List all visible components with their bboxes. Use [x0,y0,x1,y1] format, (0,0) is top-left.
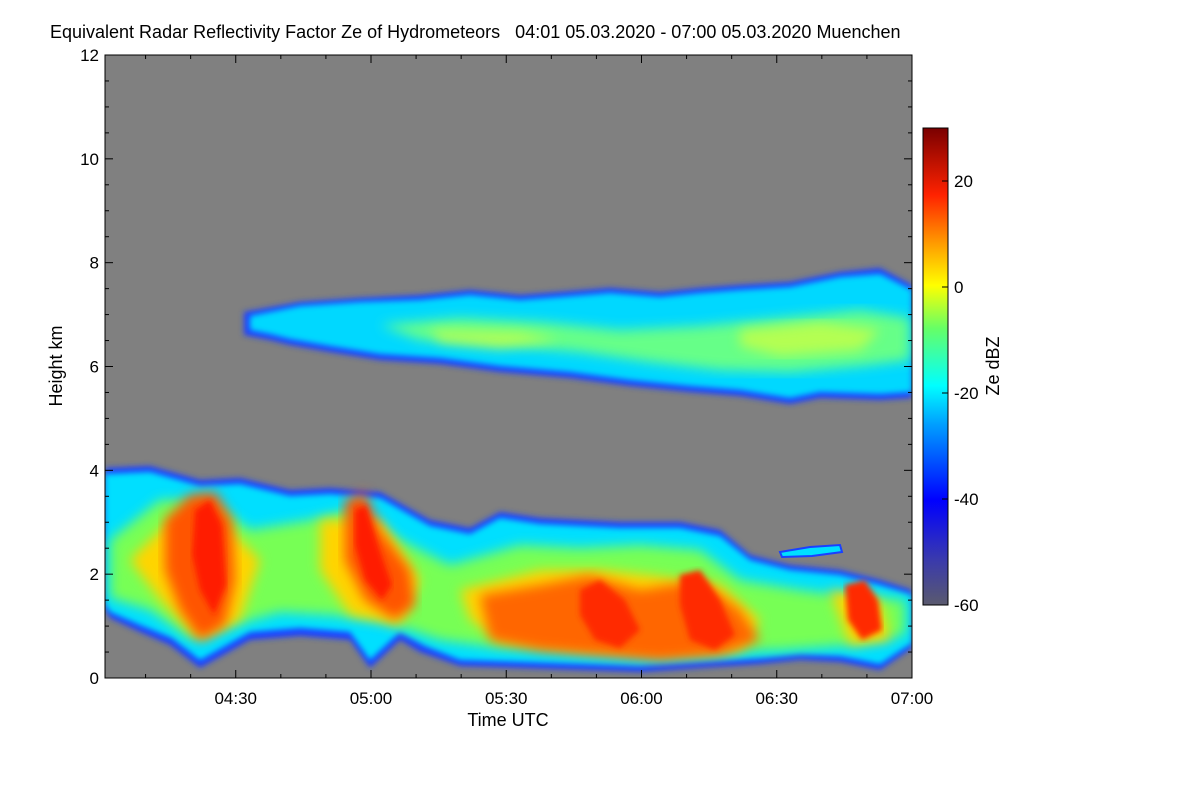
x-tick-label: 04:30 [214,689,257,708]
colorbar [922,127,949,606]
y-tick-label: 12 [80,46,99,65]
core-0430-red [192,500,226,615]
x-tick-label: 05:00 [350,689,393,708]
colorbar-ticks: -60 -40 -20 0 20 [942,172,979,615]
colorbar-tick-label: 0 [954,278,963,297]
y-tick-label: 10 [80,150,99,169]
x-tick-label: 06:00 [620,689,663,708]
upper-layer-core [380,310,910,372]
chart-title: Equivalent Radar Reflectivity Factor Ze … [50,22,901,42]
y-tick-label: 8 [90,254,99,273]
colorbar-tick-label: 20 [954,172,973,191]
reflectivity-field [105,268,912,672]
y-tick-label: 2 [90,565,99,584]
x-axis: 04:30 05:00 05:30 06:00 06:30 07:00 [145,55,934,708]
y-axis: 0 2 4 6 8 10 12 [80,46,912,688]
y-axis-label: Height km [46,325,66,406]
colorbar-tick-label: -40 [954,490,979,509]
x-tick-label: 07:00 [891,689,934,708]
colorbar-tick-label: -20 [954,384,979,403]
x-tick-label: 05:30 [485,689,528,708]
colorbar-tick-label: -60 [954,596,979,615]
y-tick-label: 4 [90,461,99,480]
upper-layer-yellow [430,322,880,356]
core-0600-red [580,570,735,650]
core-0500-red [355,505,392,600]
detached-echo [778,543,844,559]
y-tick-label: 6 [90,358,99,377]
y-tick-label: 0 [90,669,99,688]
x-tick-label: 06:30 [755,689,798,708]
core-0650 [845,580,882,640]
x-axis-label: Time UTC [467,710,548,730]
colorbar-label: Ze dBZ [983,336,1003,395]
